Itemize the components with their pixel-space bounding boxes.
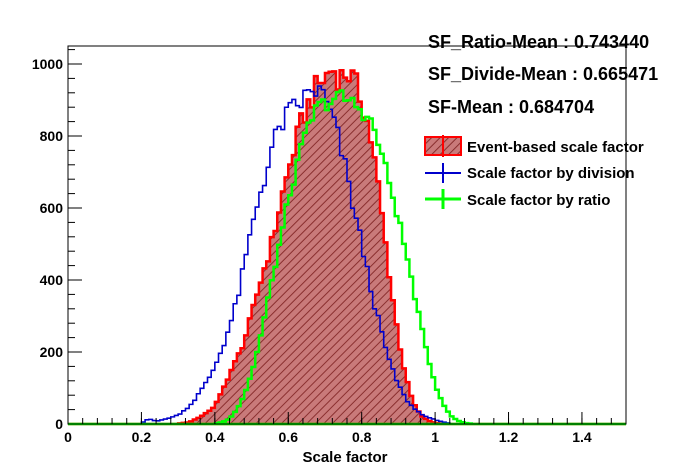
annotation-ratio-mean: SF_Ratio-Mean : 0.743440 [428,32,649,52]
legend: Event-based scale factor Scale factor by… [424,135,644,209]
x-tick-label: 0 [64,429,72,445]
x-tick-label: 1.2 [499,429,519,445]
x-tick-label: 0.2 [132,429,152,445]
y-tick-label: 600 [40,200,64,216]
annotation-sf-mean: SF-Mean : 0.684704 [428,97,594,117]
x-tick-label: 0.4 [205,429,225,445]
annotation-block: SF_Ratio-Mean : 0.743440 SF_Divide-Mean … [428,32,658,117]
y-tick-label: 1000 [32,56,63,72]
y-tick-label: 800 [40,128,64,144]
y-tick-label: 200 [40,344,64,360]
y-tick-label: 0 [55,416,63,432]
x-tick-label: 0.8 [352,429,372,445]
annotation-divide-mean: SF_Divide-Mean : 0.665471 [428,64,658,84]
x-tick-label: 0.6 [279,429,299,445]
y-tick-label: 400 [40,272,64,288]
x-axis-label: Scale factor [302,449,387,466]
x-tick-label: 1 [431,429,439,445]
x-tick-label: 1.4 [572,429,592,445]
legend-label-event-based: Event-based scale factor [467,139,644,156]
axes-layer: 0 0.2 0.4 0.6 0.8 1 1.2 1.4 0 200 400 600 800 1000 [32,46,627,445]
legend-label-ratio: Scale factor by ratio [467,192,610,209]
legend-label-division: Scale factor by division [467,165,635,182]
